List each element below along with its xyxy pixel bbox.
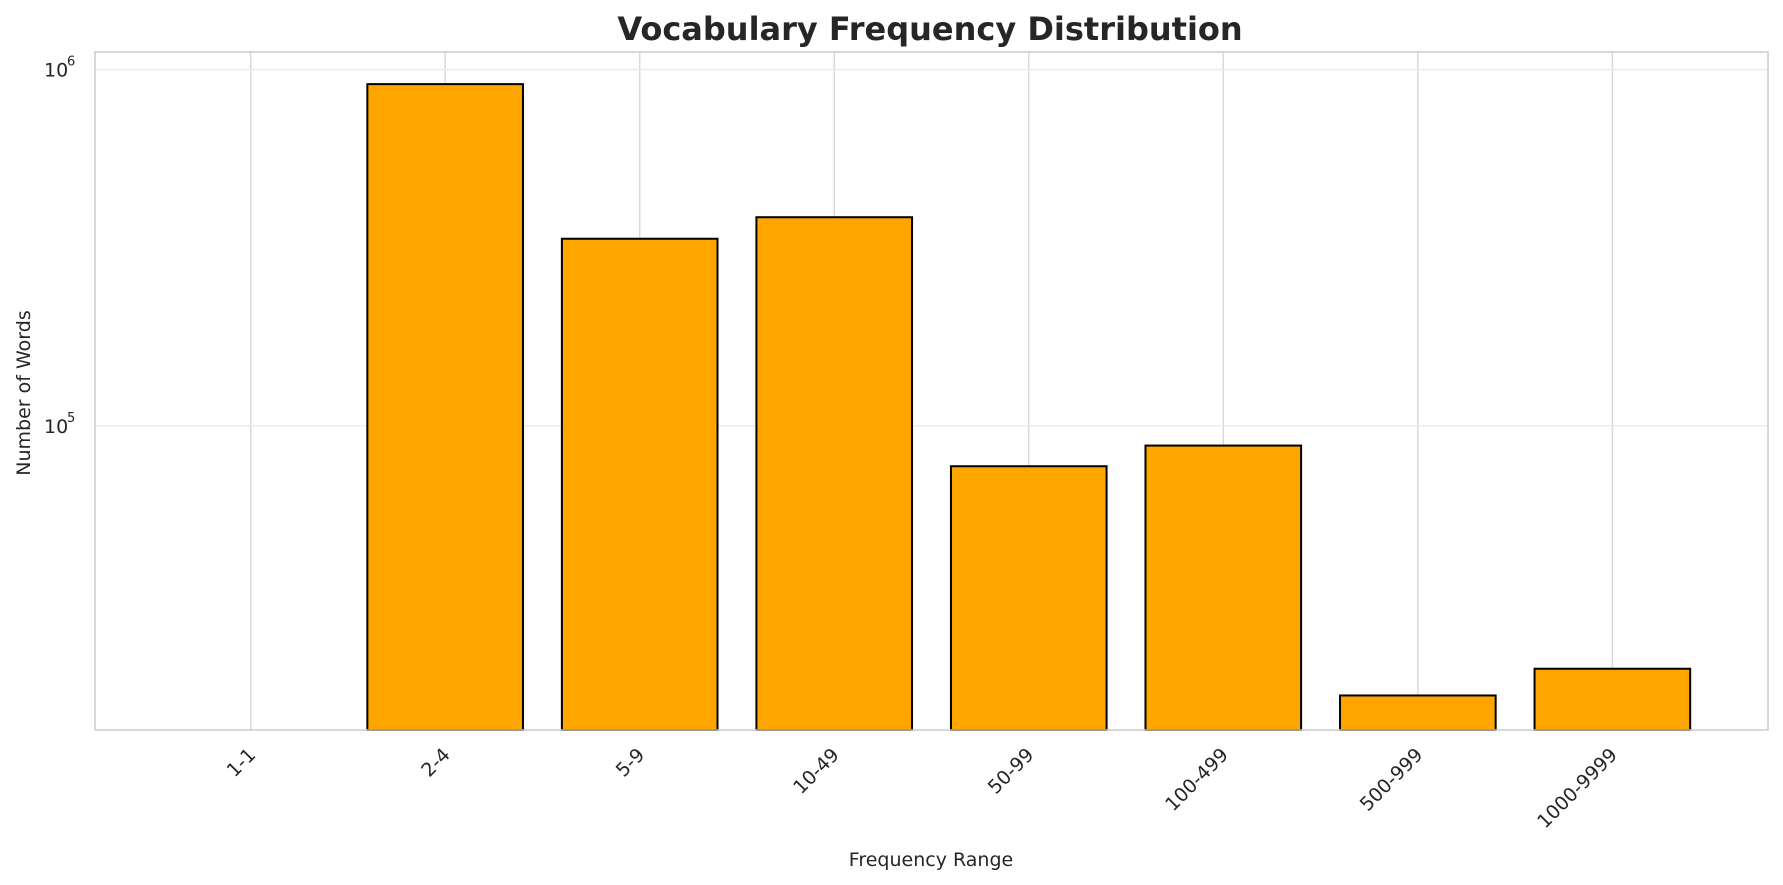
chart-title: Vocabulary Frequency Distribution xyxy=(617,10,1242,48)
x-tick-label: 100-499 xyxy=(1161,744,1233,816)
x-tick-label: 500-999 xyxy=(1356,744,1428,816)
y-tick-label: 10 xyxy=(44,416,68,438)
bar-50-99 xyxy=(949,465,1108,731)
x-tick-labels: 1-1 2-4 5-9 10-49 50-99 100-499 500-999 1000-99… xyxy=(223,744,1622,833)
x-tick-label: 5-9 xyxy=(612,744,650,782)
bar-1000-9999 xyxy=(1533,667,1692,731)
bar-100-499 xyxy=(1144,444,1303,731)
plot-frame xyxy=(94,51,1769,731)
bar-2-4 xyxy=(366,83,524,731)
bar-10-49 xyxy=(755,216,914,732)
x-axis-label: Frequency Range xyxy=(849,849,1013,871)
grid-layer xyxy=(95,52,1768,730)
x-tick-label: 50-99 xyxy=(984,744,1039,799)
x-tick-label: 1000-9999 xyxy=(1533,744,1622,833)
y-tick-exponent: 5 xyxy=(67,411,75,426)
y-tick-label: 10 xyxy=(44,60,68,82)
y-axis-label: Number of Words xyxy=(13,310,35,475)
x-tick-label: 1-1 xyxy=(223,744,261,782)
y-tick-exponent: 6 xyxy=(67,55,75,70)
x-tick-label: 10-49 xyxy=(789,744,844,799)
bar-5-9 xyxy=(560,237,719,731)
x-tick-label: 2-4 xyxy=(417,744,455,782)
bar-500-999 xyxy=(1339,694,1497,731)
